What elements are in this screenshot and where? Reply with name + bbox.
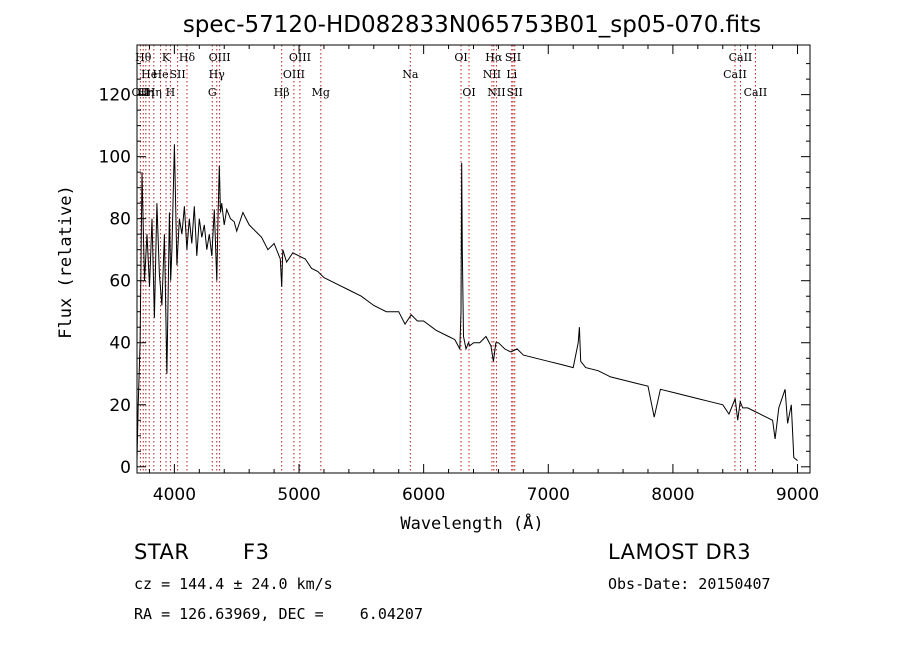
line-label: Hα xyxy=(485,51,503,64)
redshift-text: cz = 144.4 ± 24.0 km/s xyxy=(134,575,333,593)
line-label: OIII xyxy=(283,68,305,81)
line-label: K xyxy=(162,51,171,64)
line-label: OI xyxy=(462,86,475,99)
line-label: CaII xyxy=(729,51,753,64)
x-axis: 4000 5000 6000 7000 8000 9000 xyxy=(148,45,819,505)
y-tick-label: 100 xyxy=(99,148,131,168)
line-label: G xyxy=(208,86,217,99)
survey-name: LAMOST DR3 xyxy=(608,540,752,564)
line-label: CaII xyxy=(744,86,768,99)
y-tick-label: 20 xyxy=(109,396,131,416)
line-label: OII xyxy=(132,86,150,99)
obs-date: Obs-Date: 20150407 xyxy=(608,575,771,593)
line-label: Na xyxy=(402,68,419,81)
object-subclass: F3 xyxy=(243,540,270,564)
chart-title: spec-57120-HD082833N065753B01_sp05-070.f… xyxy=(183,12,761,38)
line-label: Hη xyxy=(146,86,162,99)
line-label: Hβ xyxy=(274,86,290,99)
y-tick-label: 40 xyxy=(109,334,131,354)
spectrum-line xyxy=(136,144,798,461)
line-label: H xyxy=(166,86,176,99)
line-label: NII xyxy=(483,68,501,81)
y-tick-label: 120 xyxy=(99,86,131,106)
x-tick-label: 6000 xyxy=(402,485,445,505)
x-tick-label: 5000 xyxy=(277,485,320,505)
x-tick-label: 9000 xyxy=(776,485,819,505)
line-label: SII xyxy=(507,86,523,99)
x-tick-label: 8000 xyxy=(651,485,694,505)
y-axis-label: Flux (relative) xyxy=(56,185,76,339)
line-label: He xyxy=(141,68,157,81)
line-label: Hγ xyxy=(209,68,226,81)
y-axis: 0 20 40 60 80 100 120 xyxy=(99,63,810,478)
line-label: OIII xyxy=(289,51,311,64)
x-axis-label: Wavelength (Å) xyxy=(400,512,543,534)
line-label: Hθ xyxy=(135,51,152,64)
line-label: CaII xyxy=(723,68,747,81)
y-tick-label: 60 xyxy=(109,272,131,292)
line-markers xyxy=(139,45,756,473)
object-type: STAR xyxy=(134,540,190,564)
line-label: Hδ xyxy=(179,51,196,64)
line-label: NII xyxy=(487,86,505,99)
line-label: He xyxy=(153,68,169,81)
line-label: OI xyxy=(454,51,467,64)
y-tick-label: 0 xyxy=(120,458,131,478)
x-tick-label: 7000 xyxy=(527,485,570,505)
line-label: SII xyxy=(505,51,521,64)
line-labels: OII Hθ Hη He Hη He K H SII Hδ G Hγ OIII Hβ OIII OIII Mg N… xyxy=(132,51,768,99)
coordinates: RA = 126.63969, DEC = 6.04207 xyxy=(134,605,423,623)
line-label: Li xyxy=(506,68,517,81)
x-tick-label: 4000 xyxy=(153,485,196,505)
y-tick-label: 80 xyxy=(109,210,131,230)
line-label: Mg xyxy=(312,86,330,99)
line-label: SII xyxy=(170,68,186,81)
line-label: OIII xyxy=(209,51,231,64)
line-label: Hη xyxy=(138,86,154,99)
plot-frame xyxy=(136,44,811,474)
